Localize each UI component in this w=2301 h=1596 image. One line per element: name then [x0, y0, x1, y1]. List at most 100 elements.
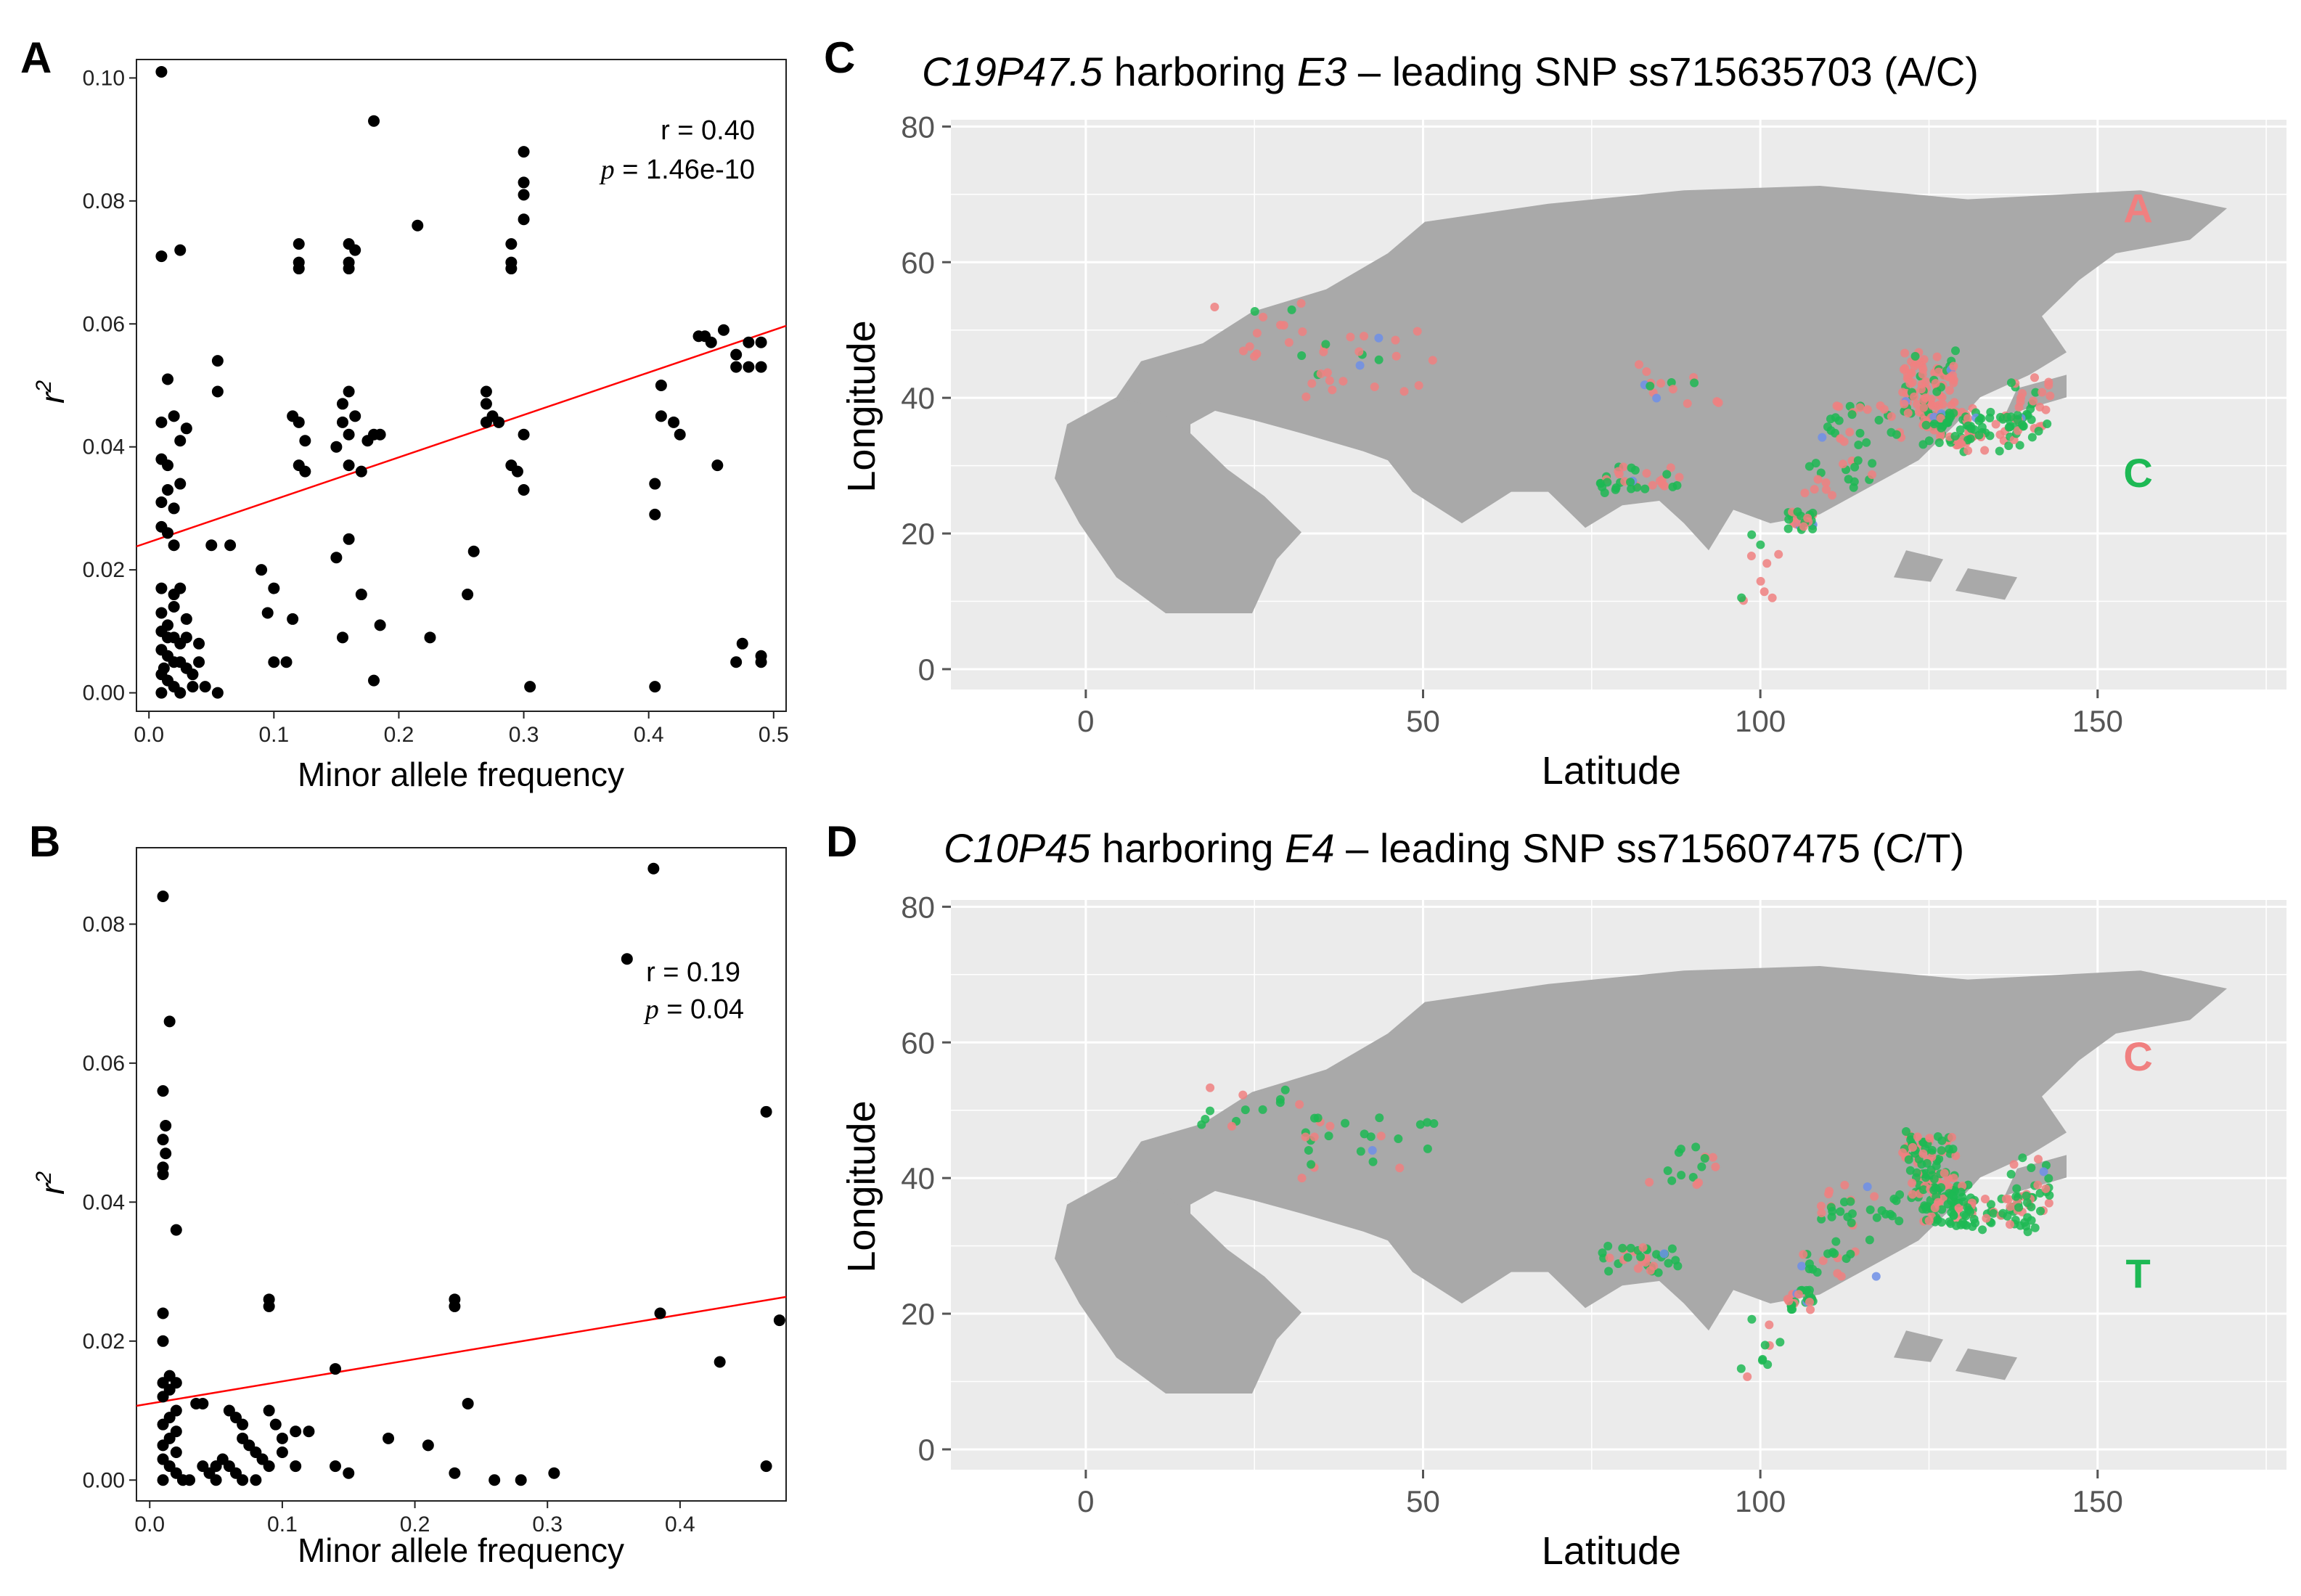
sample-point-d	[1415, 1120, 1425, 1129]
data-point-a	[655, 410, 667, 422]
sample-point-d	[1929, 1174, 1939, 1184]
sample-point-d	[1840, 1180, 1850, 1190]
sample-point-c	[1909, 392, 1918, 401]
sample-point-d	[1817, 1214, 1826, 1224]
sample-point-c	[1328, 385, 1337, 395]
sample-point-d	[1301, 1132, 1310, 1142]
sample-point-d	[2006, 1202, 2015, 1211]
sample-point-d	[1986, 1200, 1995, 1209]
sample-point-d	[1638, 1243, 1648, 1252]
sample-point-c	[1818, 433, 1827, 442]
sample-point-d	[1307, 1160, 1316, 1169]
sample-point-d	[1368, 1145, 1377, 1155]
svg-text:Longitude: Longitude	[840, 1100, 883, 1272]
data-point-a	[649, 508, 661, 520]
sample-point-d	[1955, 1203, 1964, 1213]
sample-point-d	[1309, 1132, 1319, 1142]
sample-point-c	[1800, 488, 1810, 498]
data-point-b	[237, 1474, 249, 1486]
sample-point-d	[2033, 1180, 2043, 1190]
data-point-b	[422, 1439, 434, 1452]
data-point-a	[299, 435, 311, 447]
sample-point-d	[1206, 1083, 1215, 1092]
data-point-a	[168, 410, 180, 422]
sample-point-c	[1853, 456, 1863, 465]
data-point-a	[730, 348, 743, 361]
sample-point-c	[1210, 302, 1219, 311]
sample-point-c	[1648, 480, 1657, 490]
sample-point-c	[1948, 371, 1958, 380]
sample-point-d	[1836, 1272, 1846, 1281]
sample-point-c	[1844, 475, 1853, 484]
data-point-a	[336, 631, 348, 644]
data-point-b	[329, 1363, 341, 1375]
sample-point-c	[2026, 404, 2035, 414]
sample-point-c	[1934, 401, 1944, 410]
data-point-b	[489, 1474, 501, 1486]
sample-point-c	[1296, 298, 1306, 308]
sample-point-d	[1375, 1113, 1384, 1123]
sample-point-d	[1691, 1142, 1701, 1152]
sample-point-c	[1374, 333, 1384, 343]
sample-point-d	[1827, 1212, 1836, 1221]
data-point-a	[293, 238, 305, 250]
sample-point-c	[1658, 480, 1667, 489]
sample-point-d	[1805, 1297, 1815, 1306]
sample-point-d	[1877, 1206, 1887, 1215]
sample-point-c	[1991, 420, 2000, 429]
regression-line-b	[136, 1296, 787, 1407]
sample-point-d	[1937, 1146, 1946, 1155]
data-point-b	[263, 1404, 275, 1417]
sample-point-d	[1892, 1196, 1901, 1206]
sample-point-d	[1968, 1221, 1977, 1231]
sample-point-c	[1980, 446, 1990, 455]
data-point-a	[511, 465, 523, 478]
sample-point-c	[1862, 438, 1871, 447]
data-point-b	[647, 862, 660, 875]
sample-point-c	[1918, 369, 1927, 379]
data-point-a	[187, 668, 199, 681]
data-point-b	[157, 1439, 169, 1452]
sample-point-d	[1760, 1341, 1770, 1350]
sample-point-d	[1966, 1207, 1975, 1216]
sample-point-d	[1816, 1201, 1826, 1211]
sample-point-d	[1933, 1215, 1942, 1224]
sample-point-d	[1797, 1261, 1807, 1271]
sample-point-c	[1955, 425, 1965, 435]
data-point-b	[383, 1432, 395, 1444]
sample-point-c	[1323, 368, 1332, 377]
sample-point-c	[1370, 382, 1379, 391]
data-point-b	[449, 1467, 461, 1479]
data-point-a	[168, 600, 180, 613]
sample-point-c	[1950, 398, 1959, 407]
stat-p-value-a: = 1.46e-10	[615, 155, 755, 185]
y-axis-label-d: Longitude	[840, 1100, 883, 1272]
data-point-a	[330, 552, 343, 564]
sample-point-d	[1933, 1132, 1942, 1142]
sample-point-c	[1632, 483, 1642, 492]
sample-point-d	[1325, 1121, 1335, 1131]
data-point-b	[157, 1169, 169, 1180]
sample-point-c	[1321, 340, 1331, 349]
sample-point-c	[1816, 468, 1826, 478]
sample-point-d	[1865, 1205, 1875, 1214]
x-tick-label-a: 0.2	[384, 723, 414, 747]
sample-point-c	[1747, 530, 1757, 539]
data-point-a	[743, 336, 755, 348]
sample-point-d	[1930, 1203, 1940, 1213]
y-axis-label-a: r2	[32, 380, 71, 404]
x-tick-label-d: 0	[1077, 1484, 1094, 1518]
sample-point-c	[1827, 491, 1836, 500]
data-point-a	[155, 65, 168, 78]
data-point-b	[329, 1460, 341, 1473]
allele-label-d-2: T	[2125, 1251, 2150, 1296]
data-point-a	[711, 459, 724, 472]
sample-point-c	[1640, 484, 1650, 494]
sample-point-d	[1366, 1132, 1376, 1142]
sample-point-d	[1951, 1151, 1961, 1161]
sample-point-d	[1918, 1137, 1928, 1147]
sample-point-c	[1854, 441, 1863, 450]
sample-point-d	[1870, 1192, 1879, 1201]
data-point-a	[480, 385, 492, 398]
sample-point-d	[1659, 1249, 1669, 1259]
